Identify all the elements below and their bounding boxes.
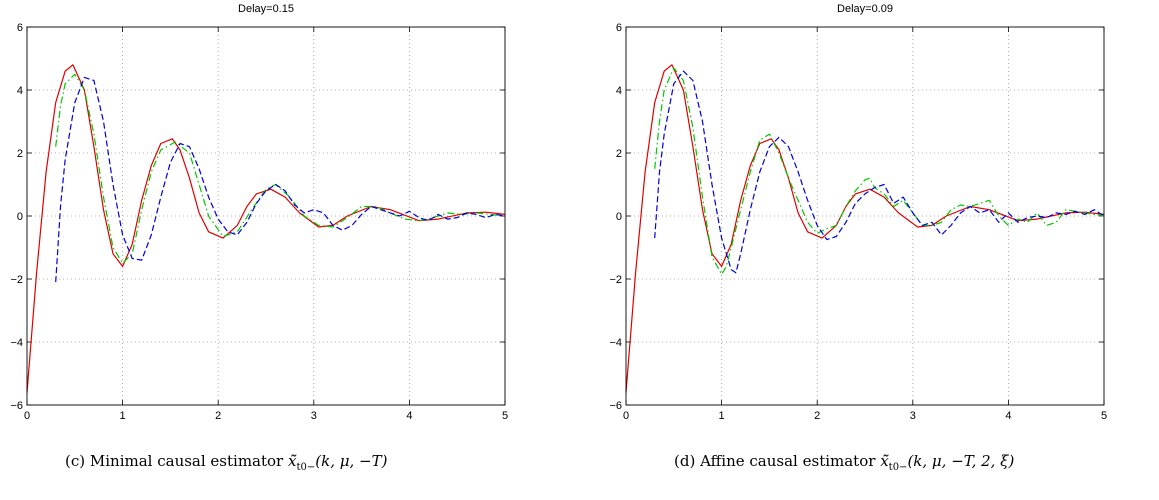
chart-plot-d: 0 1 2 3 4 5 −6 −4 −2 0 2 4 6 xyxy=(609,22,1107,422)
y-tick-label: −6 xyxy=(10,400,23,412)
chart-caption-d: (d) Affine causal estimator x̃̃t0−(k, μ,… xyxy=(674,452,1014,473)
x-tick-label: 4 xyxy=(406,410,412,422)
y-tick-label: −4 xyxy=(609,337,622,349)
y-tick-label: 4 xyxy=(616,85,622,97)
series-line-dashdot xyxy=(654,67,1105,275)
x-tick-label: 1 xyxy=(120,410,126,422)
series-line-dashed xyxy=(55,76,506,283)
caption-label: (c) Minimal causal estimator xyxy=(65,452,284,470)
series-line-solid xyxy=(26,64,506,393)
caption-label: (d) Affine causal estimator xyxy=(674,452,876,470)
x-tick-label: 1 xyxy=(719,410,725,422)
y-tick-label: 4 xyxy=(17,85,23,97)
chart-panel-d: Delay=0.09 0 1 2 3 4 5 −6 −4 −2 0 2 4 6 (d) Affine c… xyxy=(599,0,1159,500)
y-tick-label: −2 xyxy=(10,274,23,286)
y-tick-label: 6 xyxy=(17,22,23,34)
series-line-dashed xyxy=(654,70,1105,274)
x-tick-label: 3 xyxy=(910,410,916,422)
caption-subscript: t0− xyxy=(888,462,908,473)
chart-title: Delay=0.15 xyxy=(238,3,294,15)
x-tick-label: 3 xyxy=(311,410,317,422)
chart-title: Delay=0.09 xyxy=(837,3,893,15)
y-tick-label: 0 xyxy=(17,211,23,223)
caption-formula: x̃̃ xyxy=(288,452,297,470)
chart-caption-c: (c) Minimal causal estimator x̃̃t0−(k, μ… xyxy=(65,452,387,473)
x-tick-label: 4 xyxy=(1005,410,1011,422)
y-tick-label: −6 xyxy=(609,400,622,412)
x-tick-label: 2 xyxy=(215,410,221,422)
y-tick-label: −4 xyxy=(10,337,23,349)
caption-args: (k, μ, −T) xyxy=(315,452,388,470)
series-line-solid xyxy=(625,64,1105,393)
caption-args: (k, μ, −T, 2, ξ) xyxy=(907,452,1015,470)
x-tick-label: 5 xyxy=(1101,410,1107,422)
caption-subscript: t0− xyxy=(296,462,316,473)
y-tick-label: 2 xyxy=(17,148,23,160)
y-tick-label: 6 xyxy=(616,22,622,34)
y-tick-label: 0 xyxy=(616,211,622,223)
series-line-dashdot xyxy=(55,73,506,264)
plot-frame xyxy=(26,26,506,406)
x-tick-label: 0 xyxy=(623,410,629,422)
x-tick-label: 5 xyxy=(502,410,508,422)
x-tick-label: 0 xyxy=(24,410,30,422)
plot-frame xyxy=(625,26,1105,406)
caption-formula: x̃̃ xyxy=(880,452,889,470)
y-tick-label: −2 xyxy=(609,274,622,286)
x-tick-label: 2 xyxy=(814,410,820,422)
y-tick-label: 2 xyxy=(616,148,622,160)
chart-panel-c: Delay=0.15 0 1 2 3 4 5 −6 −4 −2 0 2 4 6 (c) Minimal … xyxy=(0,0,560,500)
chart-plot-c: 0 1 2 3 4 5 −6 −4 −2 0 2 4 6 xyxy=(10,22,508,422)
